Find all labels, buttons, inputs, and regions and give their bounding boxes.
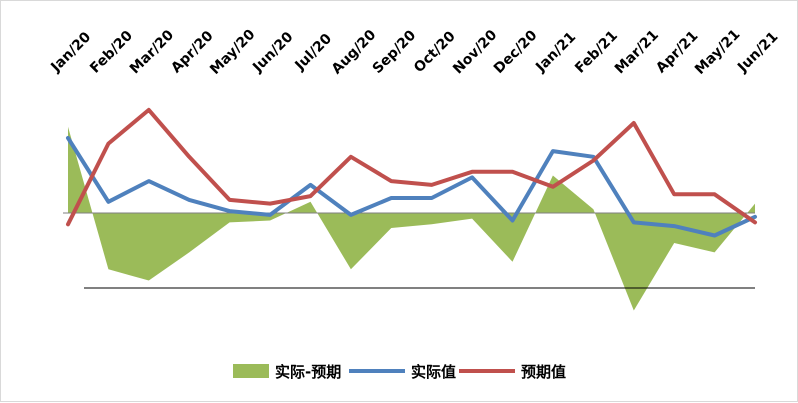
x-tick-label-nov-20: Nov/20 bbox=[450, 27, 500, 77]
x-tick-label-jan-20: Jan/20 bbox=[47, 29, 94, 76]
x-tick-label-jul-20: Jul/20 bbox=[292, 31, 336, 75]
x-tick-label-mar-20: Mar/20 bbox=[127, 27, 177, 77]
x-tick-label-dec-20: Dec/20 bbox=[491, 27, 541, 77]
x-tick-label-sep-20: Sep/20 bbox=[370, 27, 420, 77]
x-tick-label-jan-21: Jan/21 bbox=[532, 29, 579, 76]
x-tick-label-mar-21: Mar/21 bbox=[612, 27, 662, 77]
line-series-expected bbox=[68, 110, 755, 224]
x-tick-label-feb-21: Feb/21 bbox=[572, 28, 621, 77]
legend-label-actual: 实际值 bbox=[411, 363, 456, 381]
x-tick-label-may-21: May/21 bbox=[692, 26, 743, 77]
tick-layer: Jan/20Feb/20Mar/20Apr/20May/20Jun/20Jul/… bbox=[47, 26, 781, 78]
legend-label-difference: 实际-预期 bbox=[275, 363, 341, 381]
x-tick-label-feb-20: Feb/20 bbox=[87, 28, 136, 77]
legend-swatch-difference bbox=[233, 364, 269, 378]
legend: 实际-预期 实际值 预期值 bbox=[233, 363, 566, 381]
x-tick-label-may-20: May/20 bbox=[207, 26, 259, 78]
legend-label-expected: 预期值 bbox=[521, 363, 566, 381]
x-tick-label-aug-20: Aug/20 bbox=[329, 27, 380, 78]
